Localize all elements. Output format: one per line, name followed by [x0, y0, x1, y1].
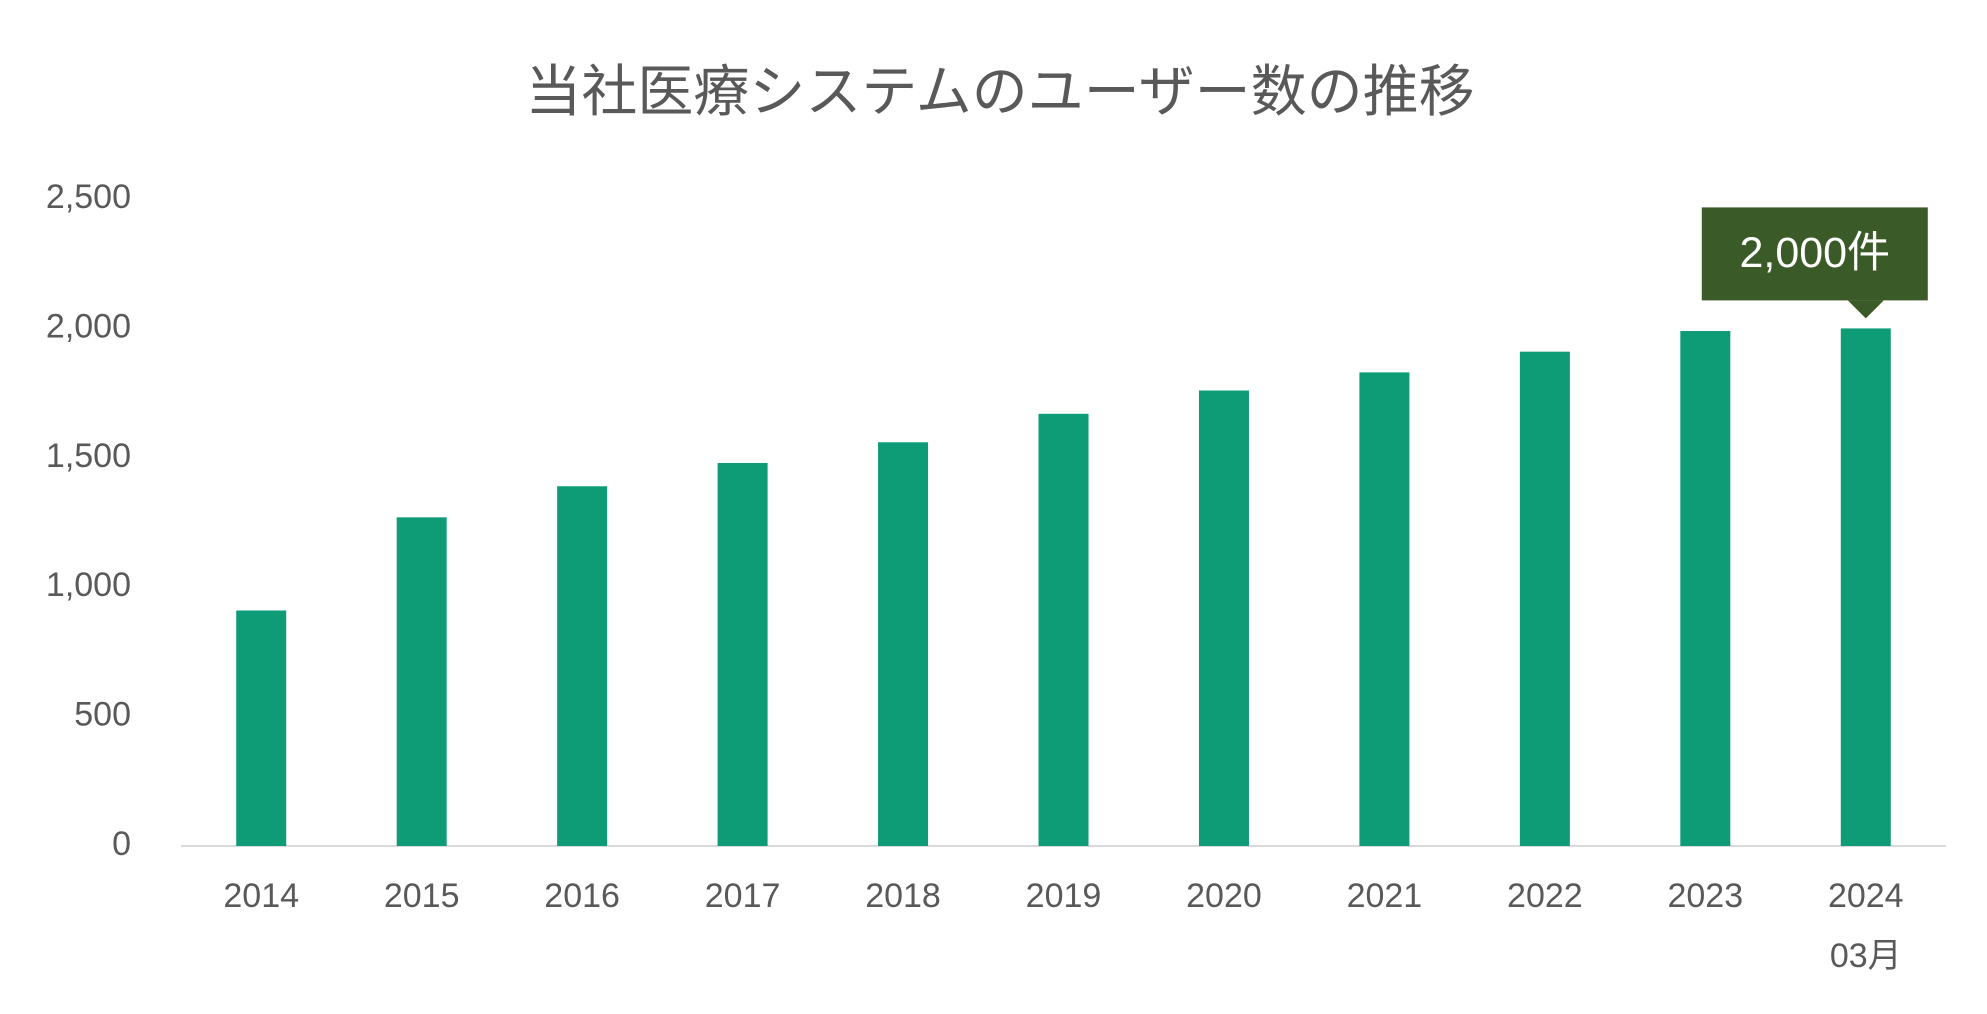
bar [717, 462, 768, 846]
bar [1198, 390, 1249, 846]
bar [1680, 330, 1731, 846]
y-tick-label: 0 [112, 825, 131, 863]
x-tick-label: 2018 [865, 877, 941, 915]
y-tick-label: 2,500 [46, 178, 131, 216]
bar [1519, 351, 1570, 846]
x-tick-label: 2019 [1025, 877, 1102, 915]
bar [878, 442, 929, 846]
x-tick-label: 2020 [1186, 877, 1262, 915]
x-tick-label: 2016 [544, 877, 620, 915]
y-tick-label: 500 [74, 696, 131, 734]
bar [1359, 372, 1410, 846]
bar [1840, 328, 1891, 846]
y-tick-label: 1,000 [46, 566, 131, 604]
data-label-pointer [1847, 300, 1884, 319]
x-tick-label: 2023 [1667, 877, 1744, 915]
data-label-box [1701, 207, 1928, 301]
x-tick-label: 2022 [1507, 877, 1583, 915]
data-label: 2,000件 [1739, 229, 1890, 277]
bar [557, 486, 608, 846]
x-tick-label: 2021 [1346, 877, 1423, 915]
x-tick-label: 2024 03月 [1827, 877, 1904, 975]
y-tick-label: 2,000 [46, 307, 131, 345]
bar [396, 517, 447, 846]
y-tick-label: 1,500 [46, 437, 131, 475]
bar [236, 610, 287, 846]
chart-title: 当社医療システムのユーザー数の推移 [525, 60, 1474, 123]
x-tick-label: 2017 [704, 877, 781, 915]
x-tick-label: 2014 [223, 877, 300, 915]
x-tick-label: 2015 [383, 877, 460, 915]
bar [1038, 413, 1089, 846]
